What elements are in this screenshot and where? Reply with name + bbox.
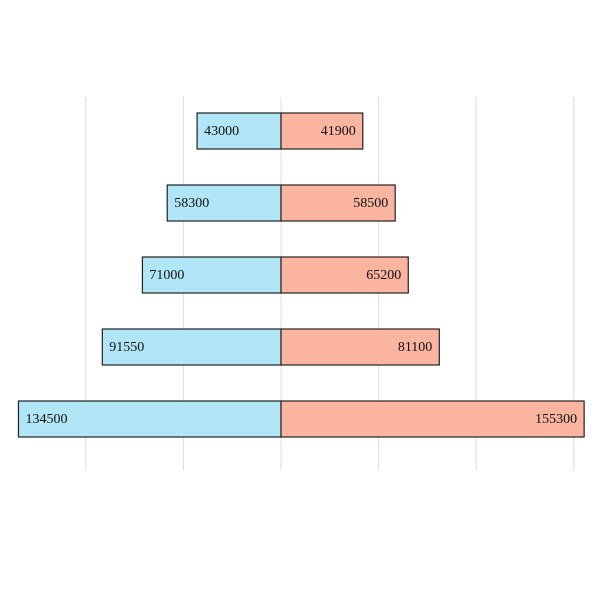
value-label: 71000 <box>149 268 184 283</box>
value-label: 58300 <box>174 196 209 211</box>
value-label: 65200 <box>366 268 401 283</box>
bar <box>280 184 396 222</box>
bar <box>101 328 282 366</box>
value-label: 91550 <box>109 340 144 355</box>
value-label: 134500 <box>25 412 67 427</box>
value-label: 155300 <box>535 412 577 427</box>
bar <box>196 112 282 150</box>
bar <box>280 328 440 366</box>
bar <box>17 400 282 438</box>
bar <box>280 112 364 150</box>
value-label: 43000 <box>204 124 239 139</box>
bar <box>141 256 282 294</box>
value-label: 81100 <box>398 340 432 355</box>
value-label: 58500 <box>353 196 388 211</box>
value-label: 41900 <box>321 124 356 139</box>
bar <box>280 256 409 294</box>
bar <box>280 400 585 438</box>
